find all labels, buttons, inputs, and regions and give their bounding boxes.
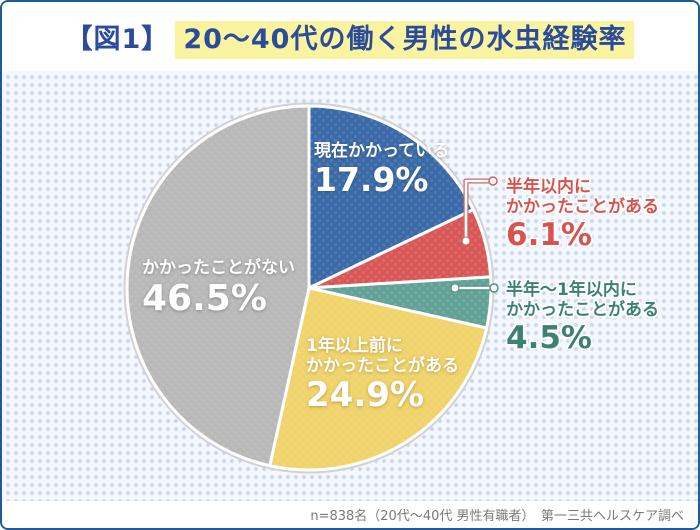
callout-label: かかったことがある: [506, 300, 659, 321]
figure-header: 【図1】 20〜40代の働く男性の水虫経験率: [2, 2, 698, 71]
survey-note: n=838名（20代〜40代 男性有職者） 第一三共ヘルスケア調べ: [310, 509, 684, 524]
callout-half-to-one-year: 半年〜1年以内に かかったことがある 4.5%: [506, 280, 659, 355]
pie-chart: [123, 102, 499, 474]
figure-title-highlight: 20〜40代の働く男性の水虫経験率: [175, 21, 635, 59]
callout-label: 半年〜1年以内に: [506, 280, 637, 300]
figure-number: 【図1】: [65, 24, 170, 55]
callout-value: 24.9%: [306, 375, 424, 416]
callout-label: 1年以上前に: [306, 336, 403, 356]
pie-slices: [123, 102, 495, 474]
figure-footer: n=838名（20代〜40代 男性有職者） 第一三共ヘルスケア調べ: [2, 501, 698, 528]
pie-texture-overlay: [127, 106, 491, 470]
leader-line-0: [461, 176, 498, 246]
callout-value: 4.5%: [506, 320, 592, 357]
callout-label: 現在かかっている: [314, 141, 450, 161]
pie-chart-area: 現在かかっている 17.9% 半年以内に かかったことがある 6.1% 半年〜1…: [2, 71, 698, 501]
callout-value: 46.5%: [142, 278, 267, 320]
callout-currently-have: 現在かかっている 17.9%: [314, 141, 449, 198]
callout-label: かかったことがない: [142, 258, 295, 278]
callout-value: 6.1%: [506, 217, 592, 254]
leader-line-1: [450, 283, 499, 293]
callout-within-half-year: 半年以内に かかったことがある 6.1%: [506, 177, 659, 252]
figure-title: 【図1】 20〜40代の働く男性の水虫経験率: [65, 17, 635, 59]
callout-label: 半年以内に: [506, 177, 591, 197]
callout-over-one-year-ago: 1年以上前に かかったことがある 24.9%: [306, 336, 459, 414]
callout-value: 17.9%: [314, 160, 429, 200]
callout-label: かかったことがある: [506, 197, 659, 218]
callout-never-had: かかったことがない 46.5%: [142, 258, 295, 318]
callout-label: かかったことがある: [306, 356, 459, 377]
